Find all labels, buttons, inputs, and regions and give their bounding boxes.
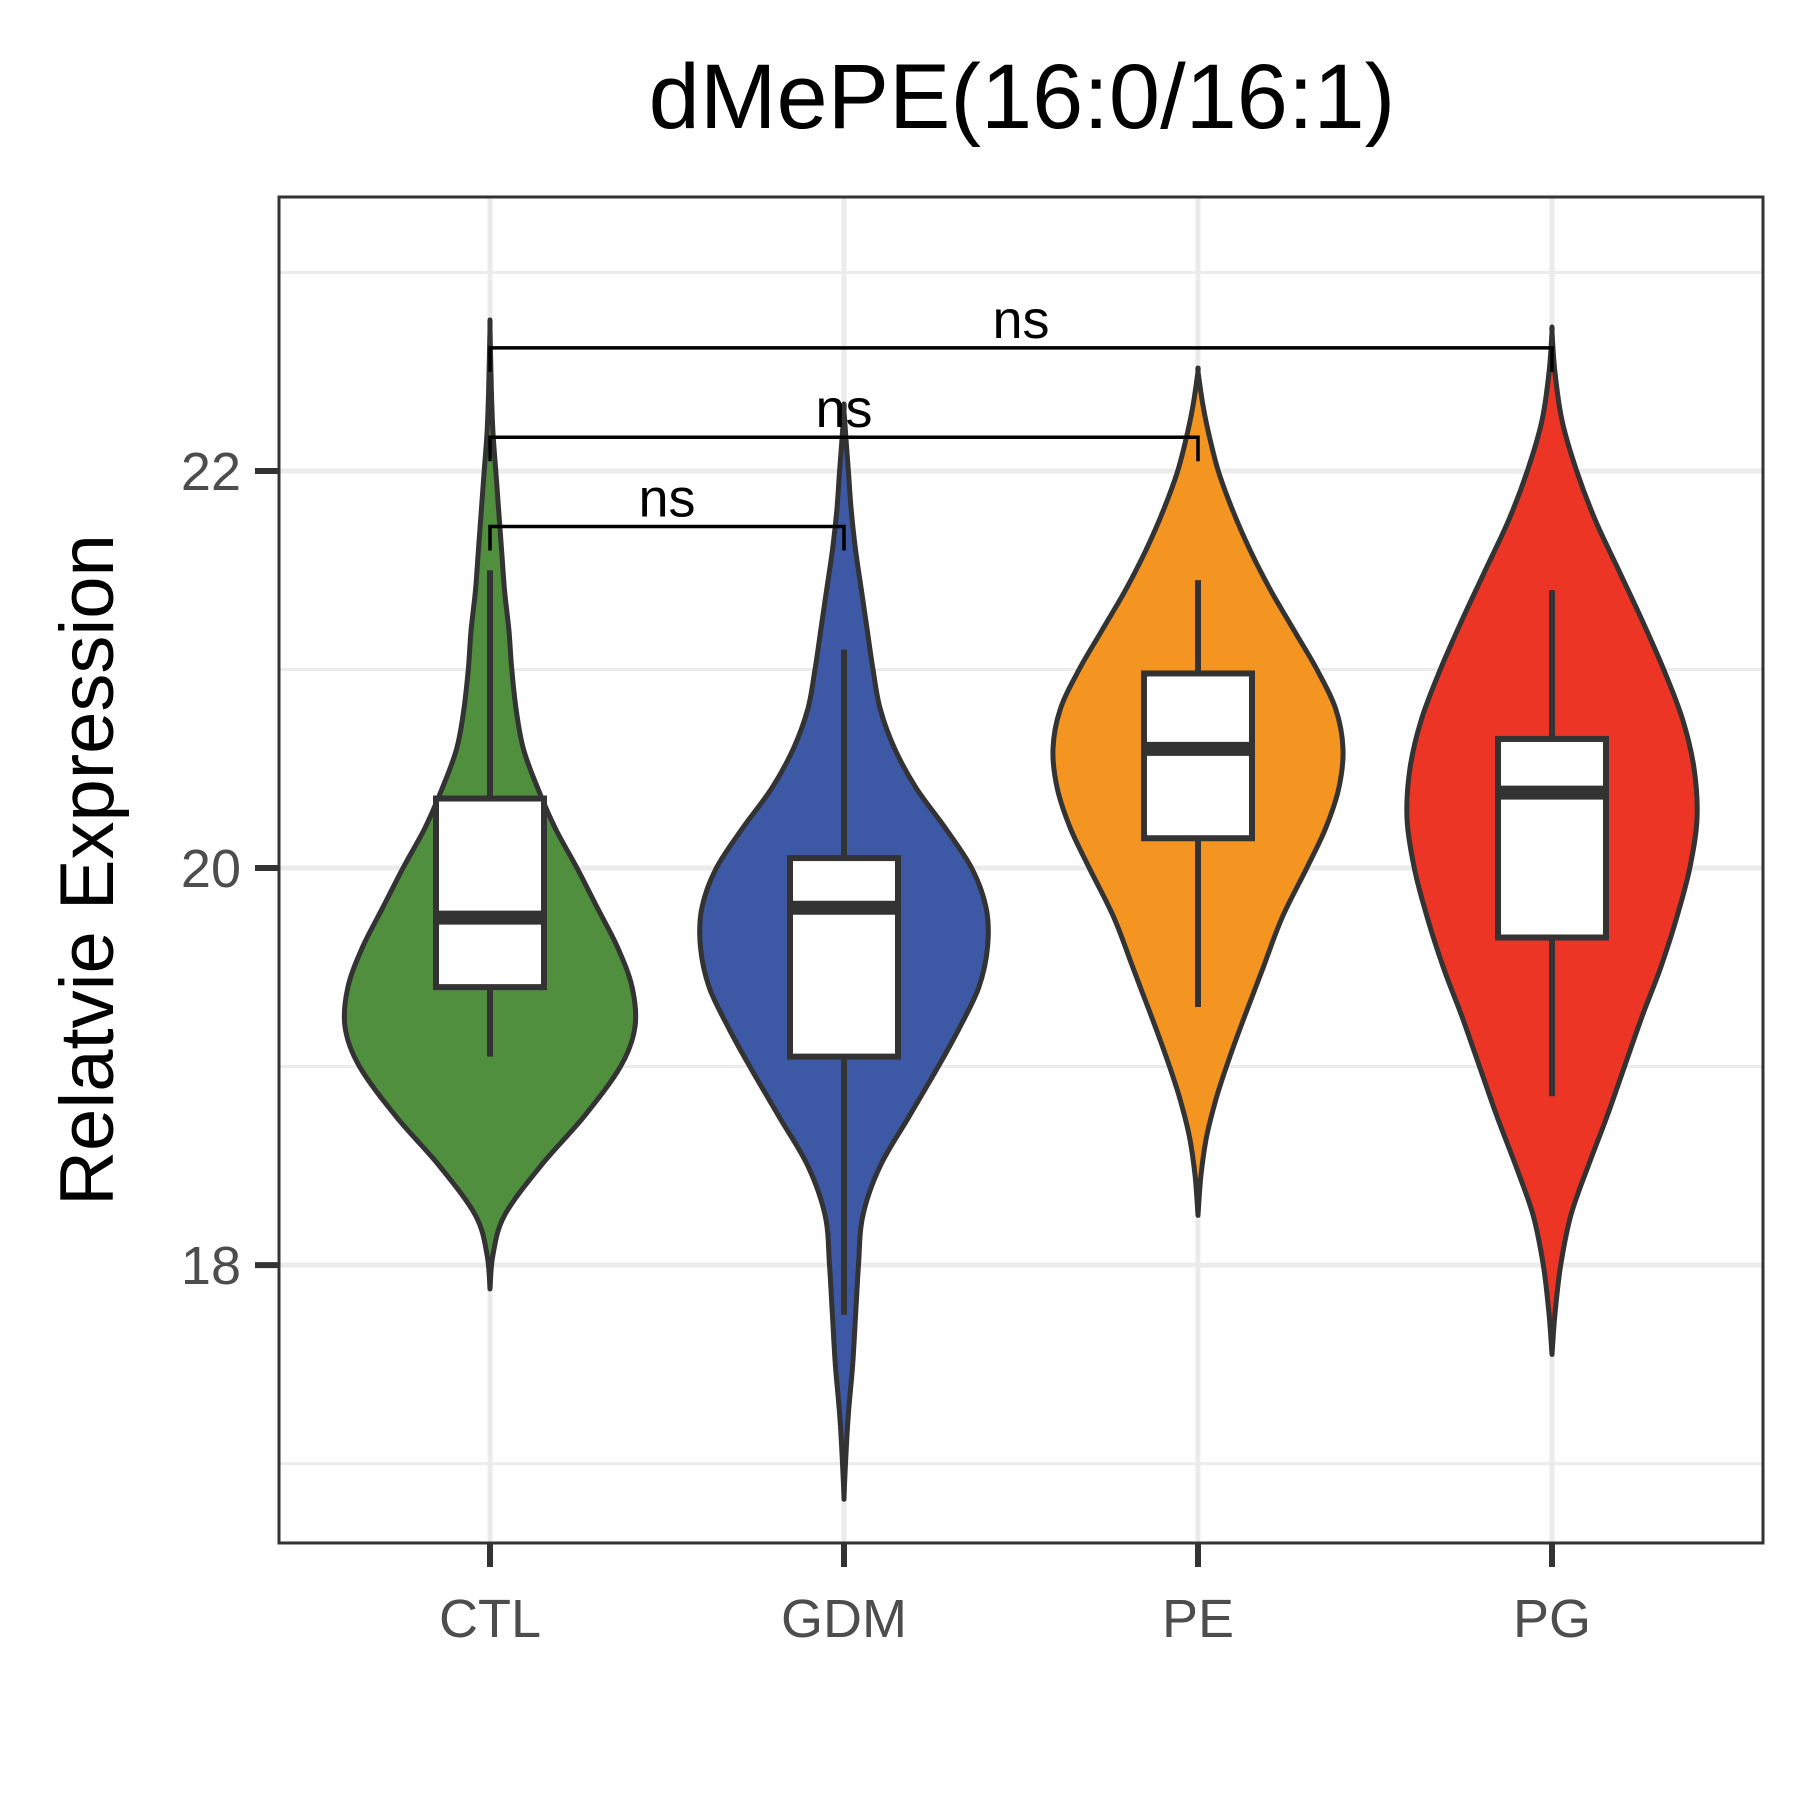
x-tick-label-gdm: GDM (781, 1589, 907, 1649)
bracket-ctl-gdm (488, 524, 846, 551)
y-tick-label-22: 22 (181, 442, 241, 502)
axes: 18 20 22 CTL GDM PE PG (181, 442, 1591, 1649)
significance-brackets: ns ns ns (488, 290, 1554, 551)
box-gdm (787, 855, 901, 1060)
bracket-ctl-pg (488, 346, 1554, 372)
y-tick-label-18: 18 (181, 1236, 241, 1296)
box-ctl (433, 795, 547, 991)
box-pg (1495, 735, 1609, 941)
violin-layer (341, 317, 1700, 1502)
sig-label-ctl-gdm: ns (638, 469, 695, 529)
chart-title: dMePE(16:0/16:1) (649, 46, 1396, 148)
y-axis-label: Relatvie Expression (45, 534, 130, 1206)
x-tick-label-ctl: CTL (439, 1589, 541, 1649)
sig-label-ctl-pg: ns (992, 290, 1049, 350)
sig-label-ctl-pe: ns (815, 379, 872, 439)
x-tick-label-pg: PG (1513, 1589, 1591, 1649)
boxplot-layer (433, 570, 1609, 1315)
bracket-ctl-pe (488, 435, 1200, 462)
x-tick-label-pe: PE (1162, 1589, 1234, 1649)
y-tick-label-20: 20 (181, 839, 241, 899)
